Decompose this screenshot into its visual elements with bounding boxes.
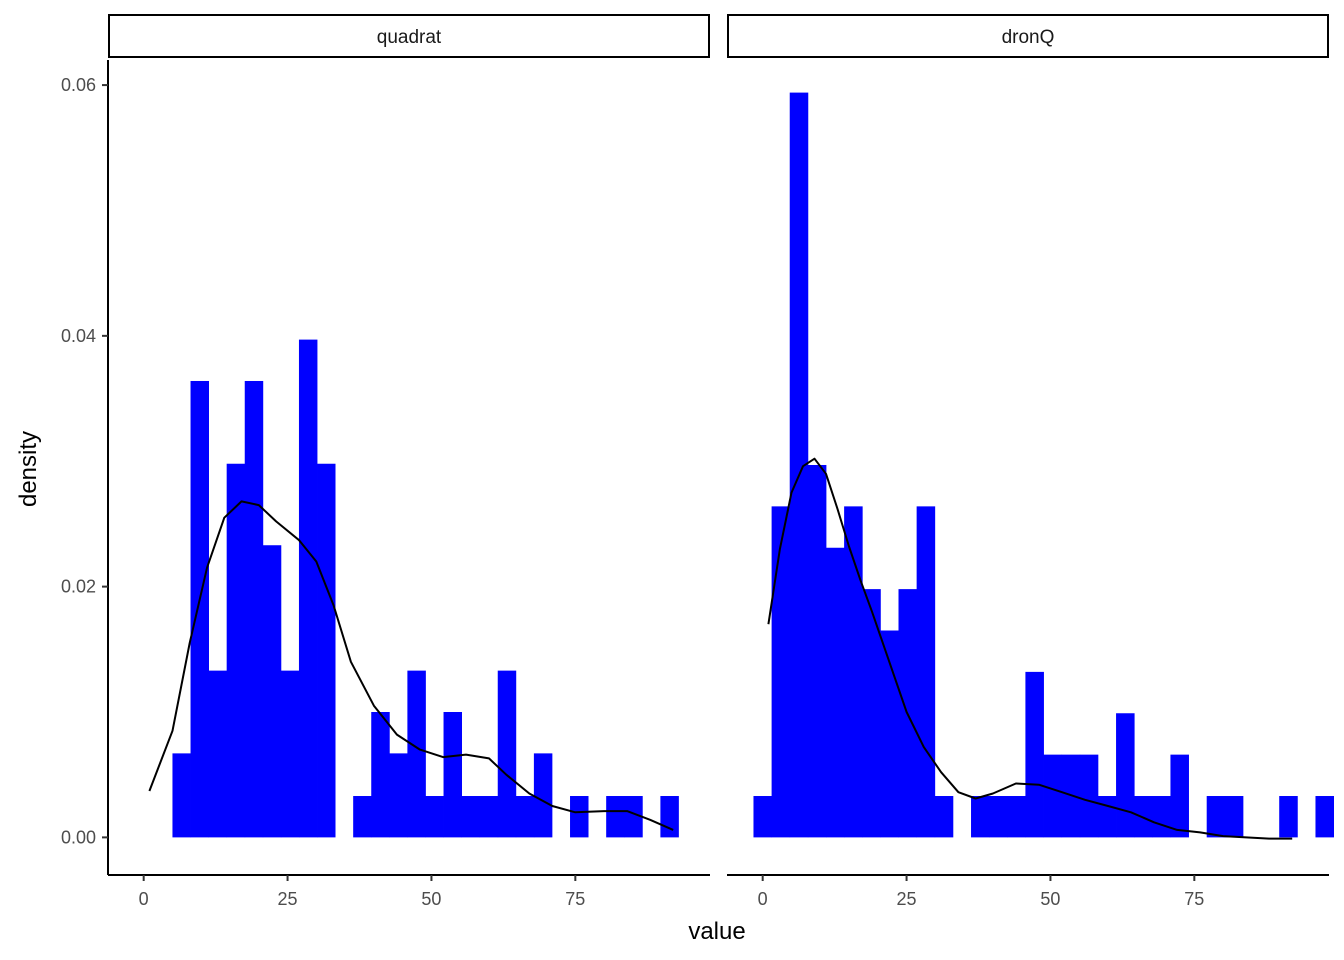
- histogram-bar: [298, 339, 318, 838]
- y-tick-label: 0.00: [61, 827, 96, 847]
- histogram-bar: [1116, 713, 1135, 838]
- facet-strip-label: quadrat: [377, 27, 442, 48]
- histogram-bar: [226, 463, 246, 838]
- histogram-bar: [425, 796, 444, 838]
- x-tick-label: 50: [421, 889, 441, 909]
- x-tick-label: 25: [278, 889, 298, 909]
- facet-strip-label: dronQ: [1002, 27, 1055, 48]
- histogram-bar: [1079, 754, 1099, 838]
- histogram-bar: [262, 545, 282, 838]
- x-tick-label: 25: [897, 889, 917, 909]
- y-tick-label: 0.02: [61, 577, 96, 597]
- x-axis-title: value: [688, 918, 745, 945]
- histogram-bar: [1043, 754, 1063, 838]
- histogram-bar: [515, 796, 535, 838]
- histogram-bar: [461, 796, 481, 838]
- histogram-bar: [1170, 754, 1189, 838]
- histogram-bar: [1206, 796, 1226, 838]
- x-tick-label: 0: [139, 889, 149, 909]
- histogram-bar: [753, 796, 773, 838]
- histogram-bar: [570, 796, 589, 838]
- histogram-bar: [789, 92, 809, 838]
- density-curve: [767, 457, 1293, 840]
- histogram-bar: [407, 670, 426, 838]
- histogram-bar: [353, 796, 372, 838]
- x-tick-label: 0: [758, 889, 768, 909]
- histogram-bar: [443, 712, 463, 838]
- y-axis-title: density: [15, 431, 42, 507]
- x-tick-label: 75: [565, 889, 585, 909]
- histogram-bar: [934, 796, 954, 838]
- histogram-bar: [371, 712, 390, 838]
- histogram-bar: [280, 670, 300, 838]
- histogram-bar: [1224, 796, 1244, 838]
- histogram-bar: [317, 463, 336, 838]
- histogram-bar: [479, 796, 499, 838]
- histogram-bar: [190, 380, 210, 838]
- histogram-bar: [497, 670, 517, 838]
- density-curve: [148, 500, 674, 831]
- histogram-bar: [1279, 796, 1298, 838]
- y-tick-label: 0.04: [61, 326, 96, 346]
- histogram-bar: [244, 380, 264, 838]
- facet-panel-quadrat: quadrat 0 25 50 75 0.00 0.02 0.04 0.06: [61, 14, 710, 909]
- histogram-bar: [880, 630, 899, 838]
- histogram-bar: [989, 796, 1008, 838]
- x-tick-label: 50: [1040, 889, 1060, 909]
- histogram-bar: [825, 547, 845, 838]
- histogram-bar: [606, 796, 625, 838]
- histogram-bar: [208, 670, 228, 838]
- histogram-bar: [172, 753, 191, 838]
- histogram-bar: [771, 506, 791, 838]
- histogram-bar: [1315, 796, 1335, 838]
- histogram-bar: [624, 796, 643, 838]
- histogram-bar: [807, 464, 827, 838]
- y-tick-label: 0.06: [61, 75, 96, 95]
- histogram-bar: [844, 506, 863, 838]
- histogram-bar: [533, 753, 553, 838]
- facet-panel-dronQ: dronQ 0 25 50 75: [727, 14, 1335, 909]
- histogram-bar: [862, 589, 881, 838]
- histogram-bar: [1097, 796, 1117, 838]
- histogram-bar: [1007, 796, 1026, 838]
- histogram-bar: [660, 796, 679, 838]
- histogram-bar: [916, 506, 936, 838]
- histogram-bar: [1025, 671, 1044, 838]
- histogram-bar: [1152, 796, 1171, 838]
- facet-strip: [727, 14, 1329, 58]
- x-tick-label: 75: [1184, 889, 1204, 909]
- histogram-bar: [971, 796, 990, 838]
- histogram-bar: [389, 753, 408, 838]
- facet-strip: [108, 14, 710, 58]
